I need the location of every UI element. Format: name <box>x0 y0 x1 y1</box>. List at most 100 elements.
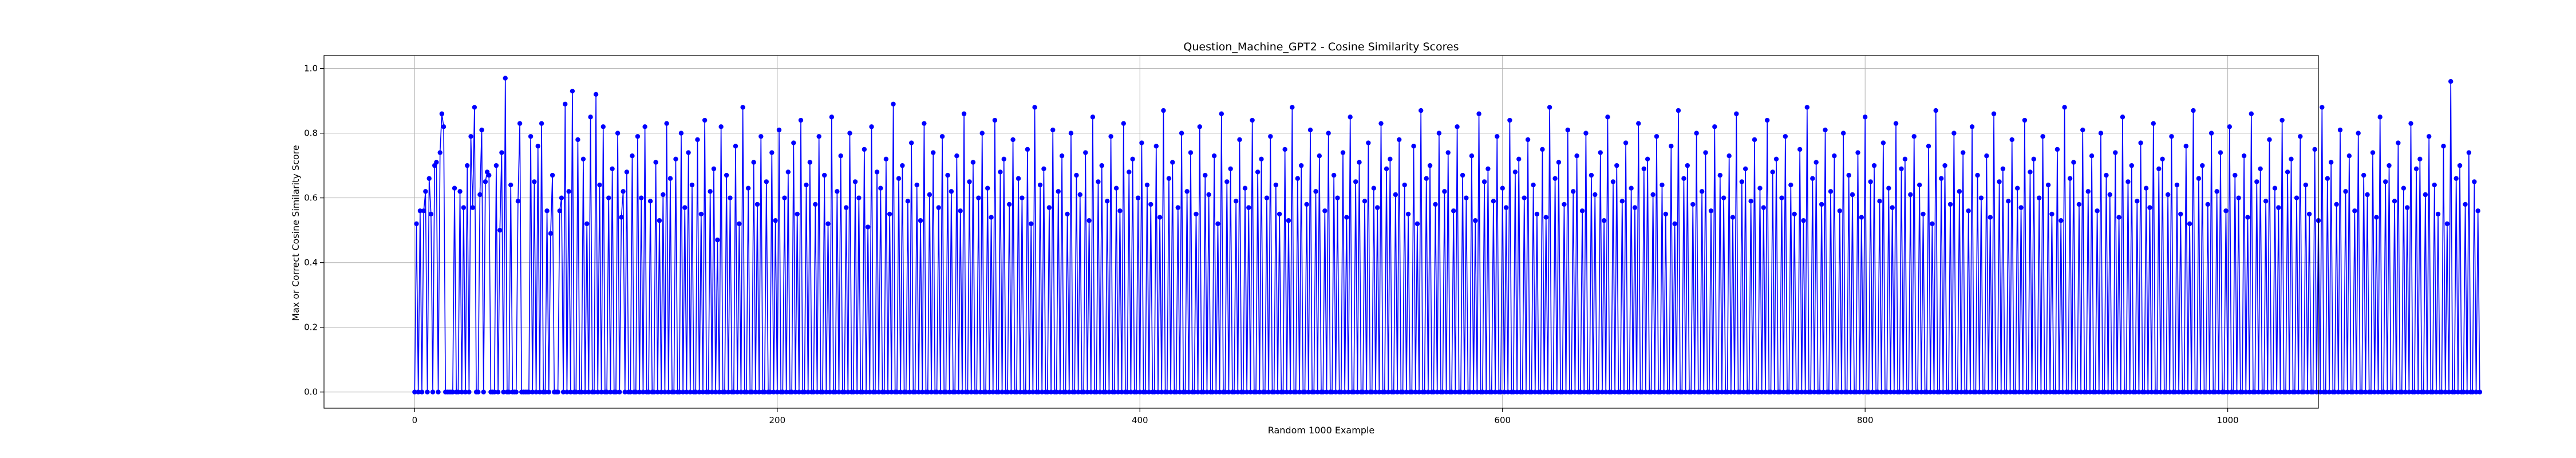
data-point <box>1875 389 1880 394</box>
data-point <box>2416 389 2421 394</box>
data-point <box>1253 389 1259 394</box>
data-point <box>2233 172 2238 178</box>
data-point <box>1915 389 1921 394</box>
data-point <box>2423 192 2428 198</box>
data-point <box>702 117 708 123</box>
data-point <box>1433 202 1438 207</box>
data-point <box>682 205 688 210</box>
data-point <box>1485 166 1491 171</box>
data-point <box>1514 389 1520 394</box>
data-point <box>1471 389 1476 394</box>
data-point <box>2472 179 2477 184</box>
y-tick-label: 1.0 <box>304 64 318 74</box>
data-point <box>796 389 802 394</box>
data-point <box>1422 389 1427 394</box>
data-point <box>2115 389 2120 394</box>
data-point <box>1933 108 1938 113</box>
data-point <box>2216 389 2221 394</box>
data-point <box>1284 389 1290 394</box>
data-point <box>758 134 764 139</box>
data-point <box>425 389 430 394</box>
data-point <box>1571 189 1576 194</box>
data-point <box>655 389 660 394</box>
data-point <box>1670 389 1676 394</box>
data-point <box>2439 389 2444 394</box>
data-point <box>1568 389 1574 394</box>
data-point <box>1609 389 1614 394</box>
data-point <box>1014 389 1020 394</box>
data-point <box>2080 127 2085 133</box>
data-point <box>1083 150 1088 155</box>
data-point <box>1464 195 1469 200</box>
data-point <box>1074 172 1079 178</box>
data-point <box>1975 172 1980 178</box>
data-point <box>1660 182 1665 188</box>
data-point <box>1469 153 1475 159</box>
data-point <box>798 117 804 123</box>
data-point <box>882 389 887 394</box>
data-point <box>909 140 914 145</box>
data-point <box>1810 176 1815 181</box>
data-point <box>1708 208 1714 214</box>
data-point <box>821 172 827 178</box>
data-point <box>2287 389 2292 394</box>
data-point <box>1366 140 1371 145</box>
data-point <box>1830 389 1835 394</box>
data-point <box>465 163 470 168</box>
data-point <box>1862 114 1868 120</box>
series-layer <box>412 76 2483 394</box>
data-point <box>1596 389 1601 394</box>
data-point <box>1516 156 1522 162</box>
data-point <box>780 389 785 394</box>
data-point <box>434 160 439 165</box>
data-point <box>1475 389 1480 394</box>
data-point <box>1752 137 1757 143</box>
data-point <box>575 137 580 143</box>
data-point <box>1041 166 1046 171</box>
data-point <box>1369 389 1374 394</box>
data-point <box>793 389 798 394</box>
data-point <box>1393 192 1398 198</box>
data-point <box>943 389 949 394</box>
data-point <box>922 121 927 126</box>
data-point <box>825 221 831 227</box>
data-point <box>863 389 869 394</box>
data-point <box>1739 179 1745 184</box>
data-point <box>678 131 684 136</box>
data-point <box>1155 389 1161 394</box>
data-point <box>1792 211 1797 217</box>
data-point <box>2446 389 2452 394</box>
data-point <box>666 389 671 394</box>
data-point <box>983 389 989 394</box>
data-point <box>1520 389 1525 394</box>
data-point <box>1884 389 1890 394</box>
data-point <box>1445 150 1451 155</box>
data-point <box>1814 160 1819 165</box>
data-point <box>2346 153 2352 159</box>
data-point <box>1273 182 1279 188</box>
x-tick-label: 0 <box>412 415 418 425</box>
data-point <box>1194 211 1199 217</box>
data-point <box>1801 218 1806 223</box>
data-point <box>2085 189 2091 194</box>
data-point <box>872 389 878 394</box>
data-point <box>1255 169 1261 175</box>
data-point <box>2176 389 2182 394</box>
data-point <box>1281 389 1286 394</box>
data-point <box>1886 185 1891 191</box>
data-point <box>1286 218 1291 223</box>
data-point <box>2222 389 2227 394</box>
data-point <box>1636 121 1641 126</box>
data-point <box>2396 140 2401 145</box>
data-point <box>1195 389 1200 394</box>
data-point <box>2060 389 2065 394</box>
data-point <box>1688 389 1694 394</box>
data-point <box>876 389 882 394</box>
data-point <box>472 105 477 110</box>
data-point <box>2245 215 2250 220</box>
data-point <box>671 389 677 394</box>
data-point <box>586 389 591 394</box>
data-point <box>1690 202 1696 207</box>
data-point <box>2258 166 2263 171</box>
